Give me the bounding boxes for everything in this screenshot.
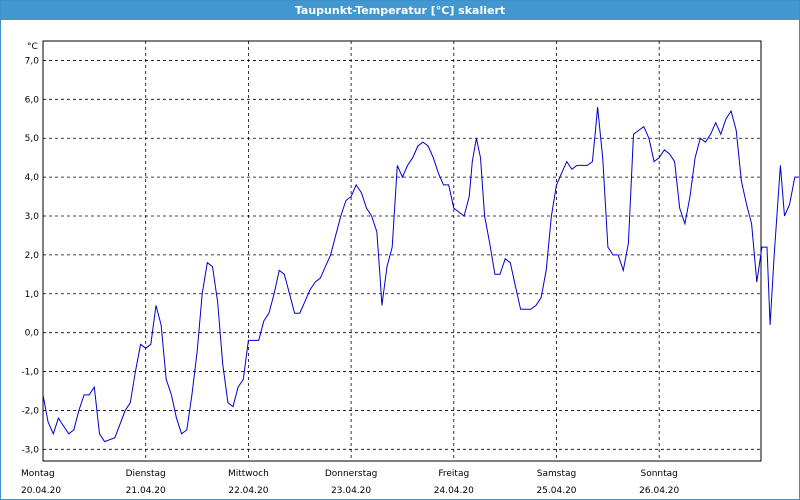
x-tick-day-label: Donnerstag bbox=[325, 469, 378, 479]
y-tick-label: 3,0 bbox=[25, 212, 40, 222]
x-tick-date-label: 20.04.20 bbox=[21, 486, 61, 496]
y-tick-label: -3,0 bbox=[21, 445, 39, 455]
y-tick-label: 7,0 bbox=[25, 56, 40, 66]
x-tick-day-label: Sonntag bbox=[641, 469, 678, 479]
y-tick-label: -2,0 bbox=[21, 406, 39, 416]
y-tick-label: 5,0 bbox=[25, 134, 40, 144]
x-tick-day-label: Mittwoch bbox=[228, 469, 269, 479]
x-tick-day-label: Samstag bbox=[537, 469, 576, 479]
grid-lines bbox=[43, 41, 761, 461]
plot-area-frame bbox=[42, 40, 762, 462]
x-tick-day-label: Montag bbox=[21, 469, 55, 479]
y-tick-label: -1,0 bbox=[21, 368, 39, 378]
y-tick-label: 0,0 bbox=[25, 329, 40, 339]
x-tick-day-label: Dienstag bbox=[126, 469, 166, 479]
dewpoint-series-line bbox=[42, 107, 799, 443]
x-tick-date-label: 24.04.20 bbox=[434, 486, 474, 496]
y-tick-label: 6,0 bbox=[25, 95, 40, 105]
y-axis-unit-label: °C bbox=[27, 42, 38, 52]
x-tick-labels: Montag 20.04.20 Dienstag 21.04.20 Mittwoch 22… bbox=[21, 469, 680, 496]
y-tick-label: 1,0 bbox=[25, 290, 40, 300]
y-tick-label: 2,0 bbox=[25, 251, 40, 261]
x-tick-day-label: Freitag bbox=[438, 469, 469, 479]
y-tick-labels: 7,0 6,0 5,0 4,0 3,0 2,0 1,0 0,0 -1,0 -2,0 -3,0 bbox=[21, 56, 39, 455]
x-tick-date-label: 21.04.20 bbox=[126, 486, 166, 496]
x-tick-date-label: 26.04.20 bbox=[639, 486, 679, 496]
x-tick-date-label: 25.04.20 bbox=[536, 486, 576, 496]
x-tick-date-label: 23.04.20 bbox=[331, 486, 371, 496]
x-tick-date-label: 22.04.20 bbox=[228, 486, 268, 496]
y-tick-label: 4,0 bbox=[25, 173, 40, 183]
chart-title: Taupunkt-Temperatur [°C] skaliert bbox=[1, 1, 799, 20]
